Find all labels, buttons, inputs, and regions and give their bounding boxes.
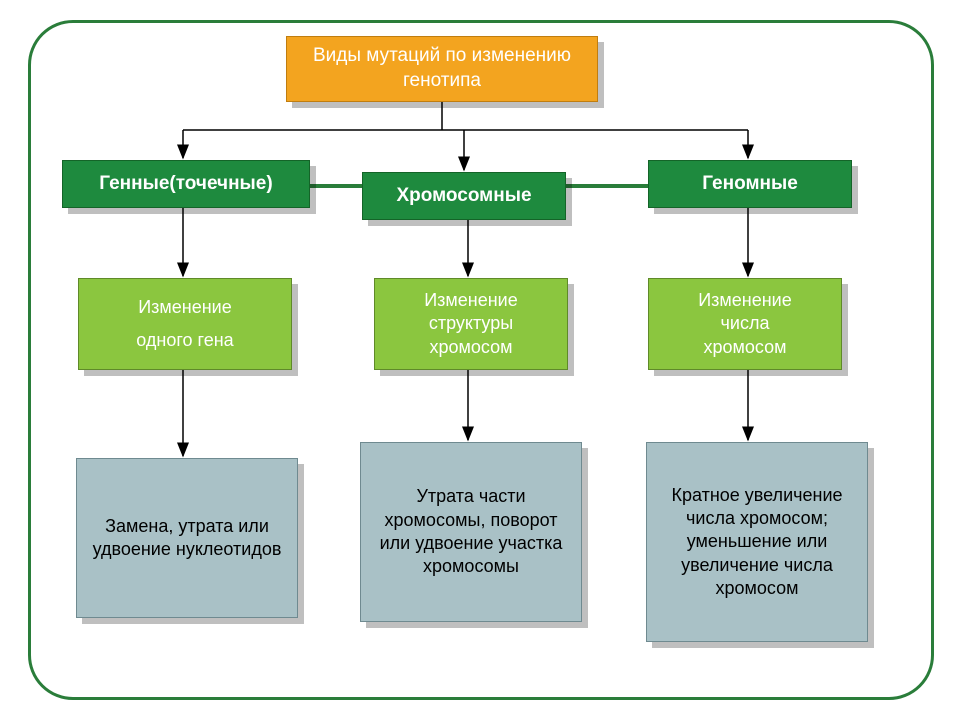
mid2-line3: хромосом (424, 336, 518, 359)
category-2: Хромосомные (362, 172, 566, 220)
cat3-label: Геномные (702, 172, 798, 197)
category-3: Геномные (648, 160, 852, 208)
mid1-line1: Изменение (136, 296, 233, 319)
mid3-line3: хромосом (698, 336, 792, 359)
leaf3-text: Кратное увеличение числа хромосом; умень… (659, 484, 855, 601)
mid-2: Изменение структуры хромосом (374, 278, 568, 370)
cat1-label: Генные(точечные) (99, 172, 272, 197)
leaf-3: Кратное увеличение числа хромосом; умень… (646, 442, 868, 642)
mid1-line2: одного гена (136, 329, 233, 352)
mid2-line1: Изменение (424, 289, 518, 312)
mid2-line2: структуры (424, 312, 518, 335)
root-node: Виды мутаций по изменению генотипа (286, 36, 598, 102)
root-label: Виды мутаций по изменению генотипа (299, 44, 585, 93)
leaf2-text: Утрата части хромосомы, поворот или удво… (373, 485, 569, 579)
mid-3: Изменение числа хромосом (648, 278, 842, 370)
leaf-2: Утрата части хромосомы, поворот или удво… (360, 442, 582, 622)
mid3-line1: Изменение (698, 289, 792, 312)
mid-1: Изменение одного гена (78, 278, 292, 370)
leaf1-text: Замена, утрата или удвоение нуклеотидов (89, 515, 285, 562)
category-1: Генные(точечные) (62, 160, 310, 208)
mid3-line2: числа (698, 312, 792, 335)
leaf-1: Замена, утрата или удвоение нуклеотидов (76, 458, 298, 618)
cat2-label: Хромосомные (396, 184, 531, 209)
